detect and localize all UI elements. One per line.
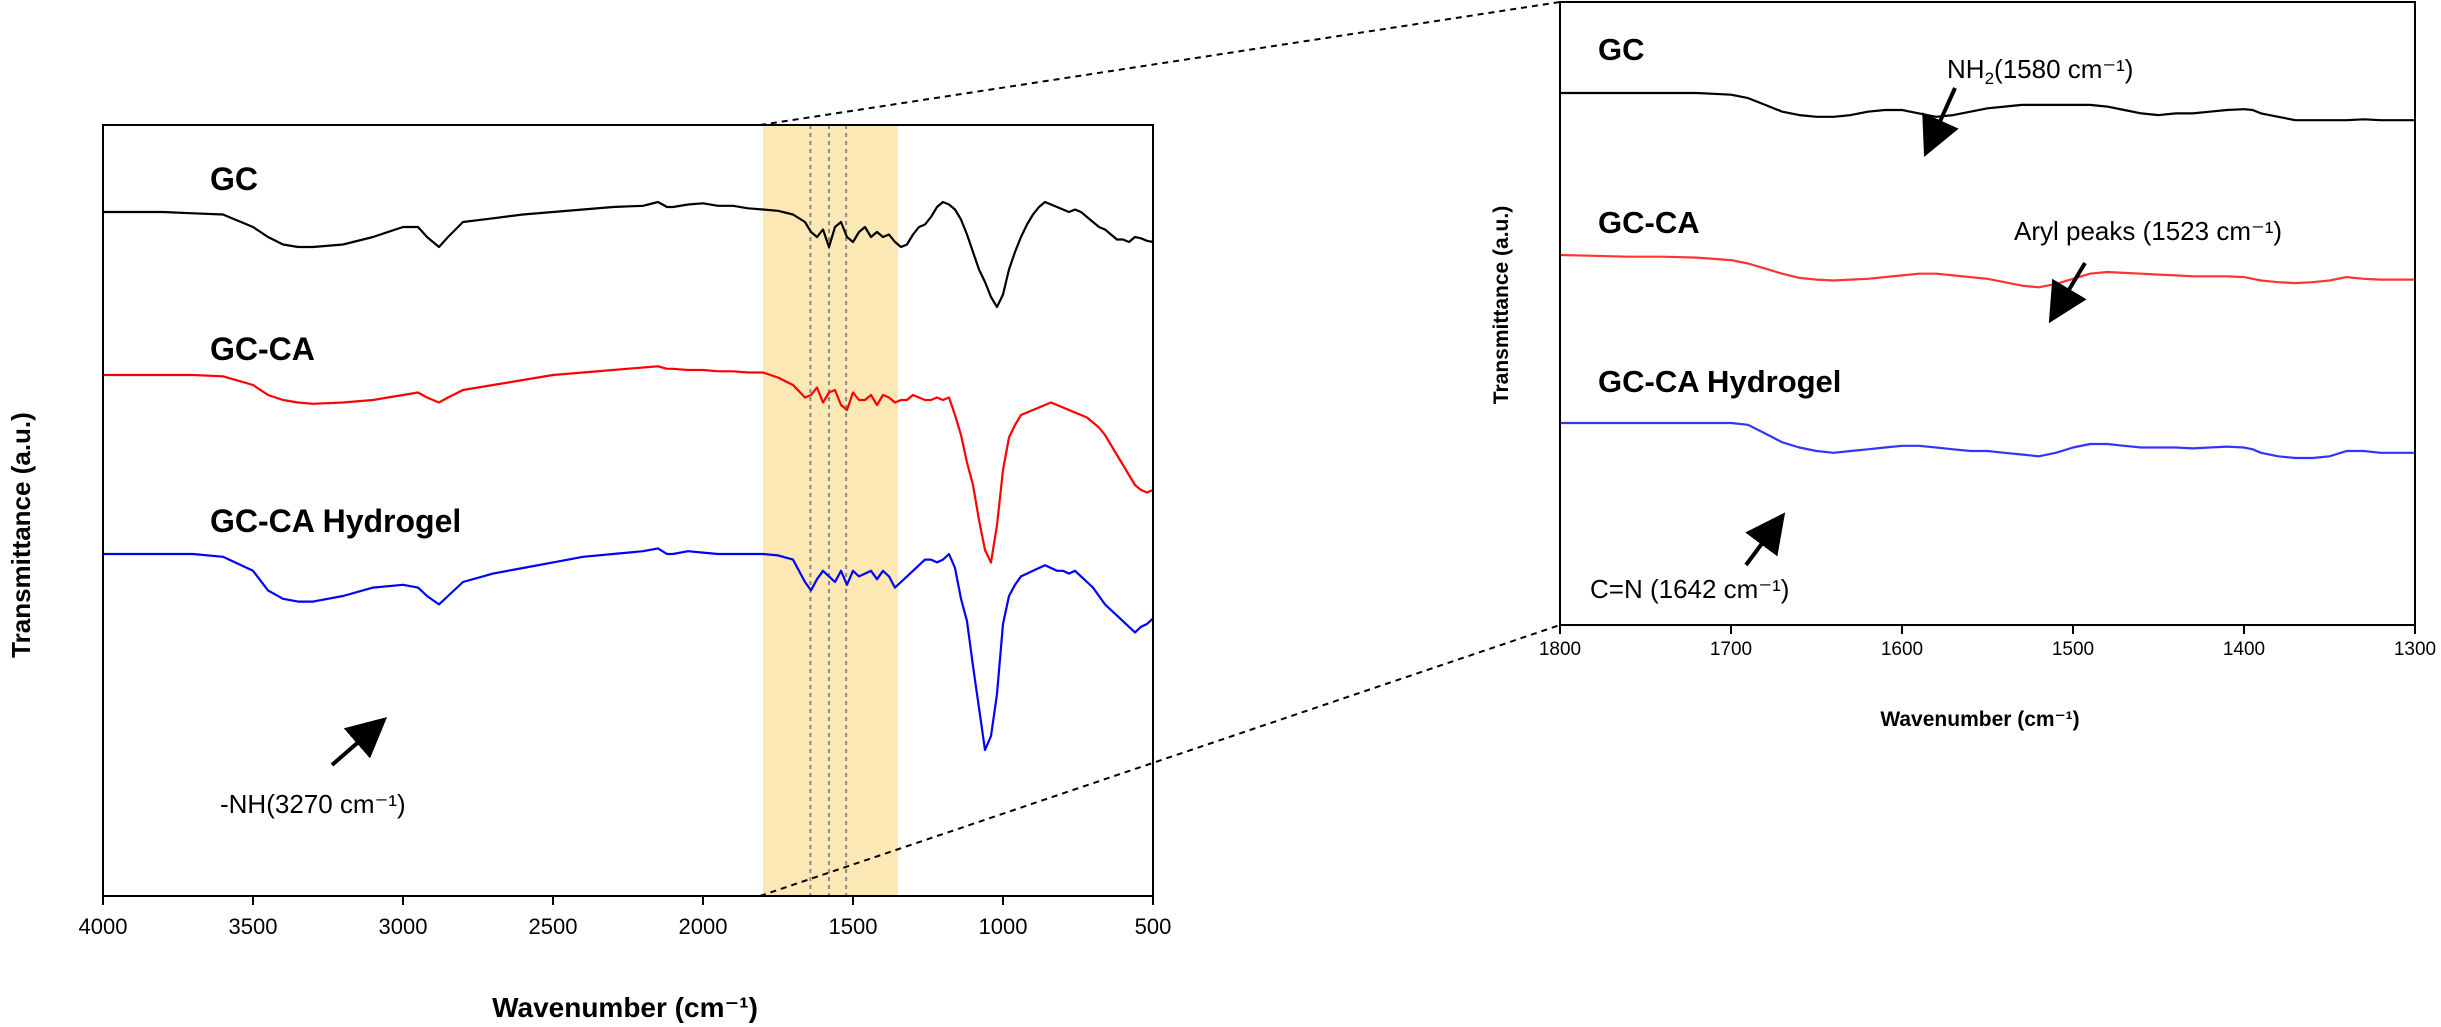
series-group: [1559, 91, 2415, 460]
nh2-annotation-rest: (1580 cm⁻¹): [1994, 54, 2133, 84]
series-label-gc-ca: GC-CA: [210, 331, 315, 367]
series-line-gc-ca-hydrogel: [1560, 421, 2415, 460]
aryl-annotation: Aryl peaks (1523 cm⁻¹): [2014, 216, 2282, 246]
series-line-gc-ca: [1559, 253, 2415, 289]
x-tick-label: 1400: [2223, 639, 2265, 660]
series-line-gc: [103, 200, 1154, 309]
x-tick-label: 2500: [529, 914, 578, 939]
x-tick-label: 1000: [979, 914, 1028, 939]
plot-frame: [1559, 1, 2416, 626]
x-tick-label: 1500: [829, 914, 878, 939]
x-tick-label: 1800: [1539, 639, 1581, 660]
series-group: [103, 200, 1154, 752]
x-axis-title: Wavenumber (cm⁻¹): [1880, 708, 2079, 731]
cn-annotation: C=N (1642 cm⁻¹): [1590, 574, 1789, 604]
inset-chart: 1800 1700 1600 1500 1400 1300 Wavenumber (cm⁻…: [1490, 1, 2436, 731]
nh-annotation: -NH(3270 cm⁻¹): [220, 789, 406, 819]
y-axis-title: Transmittance (a.u.): [1490, 206, 1513, 404]
zoom-connector-top: [759, 1, 1561, 126]
nh2-annotation-main: NH: [1947, 54, 1985, 84]
x-tick-label: 500: [1135, 914, 1172, 939]
plot-frame: [102, 124, 1154, 897]
series-label-gc: GC: [1598, 32, 1645, 67]
highlight-region: [763, 125, 898, 896]
x-axis: 1800 1700 1600 1500 1400 1300: [1539, 625, 2436, 660]
main-chart: 4000 3500 3000 2500 2000 1500 1000 500 Wavenumb…: [6, 124, 1172, 1023]
zoom-connector-bottom: [759, 624, 1561, 897]
guide-lines: [809, 125, 848, 896]
x-tick-label: 2000: [679, 914, 728, 939]
y-axis-title: Transmittance (a.u.): [6, 412, 36, 658]
series-label-gc: GC: [210, 161, 258, 197]
x-axis-title: Wavenumber (cm⁻¹): [492, 992, 758, 1023]
series-label-gc-ca: GC-CA: [1598, 205, 1700, 240]
series-line-gc-ca-hydrogel: [103, 547, 1154, 752]
cn-annotation-arrow: [1744, 512, 1786, 567]
nh2-annotation-arrow: [1922, 87, 1959, 157]
x-tick-label: 3500: [229, 914, 278, 939]
nh2-annotation: NH2(1580 cm⁻¹): [1947, 54, 2133, 88]
series-label-gc-ca-hydrogel: GC-CA Hydrogel: [210, 503, 461, 539]
nh2-annotation-sub: 2: [1985, 69, 1994, 88]
x-tick-label: 1700: [1710, 639, 1752, 660]
nh-annotation-arrow: [330, 717, 388, 767]
x-tick-label: 1500: [2052, 639, 2094, 660]
series-line-gc: [1560, 91, 2415, 122]
x-tick-label: 1600: [1881, 639, 1923, 660]
series-line-gc-ca: [103, 365, 1154, 564]
x-tick-label: 3000: [379, 914, 428, 939]
x-tick-label: 1300: [2394, 639, 2436, 660]
series-label-gc-ca-hydrogel: GC-CA Hydrogel: [1598, 364, 1841, 399]
aryl-annotation-arrow: [2048, 261, 2087, 324]
x-tick-label: 4000: [79, 914, 128, 939]
x-axis: 4000 3500 3000 2500 2000 1500 1000 500: [79, 896, 1172, 939]
